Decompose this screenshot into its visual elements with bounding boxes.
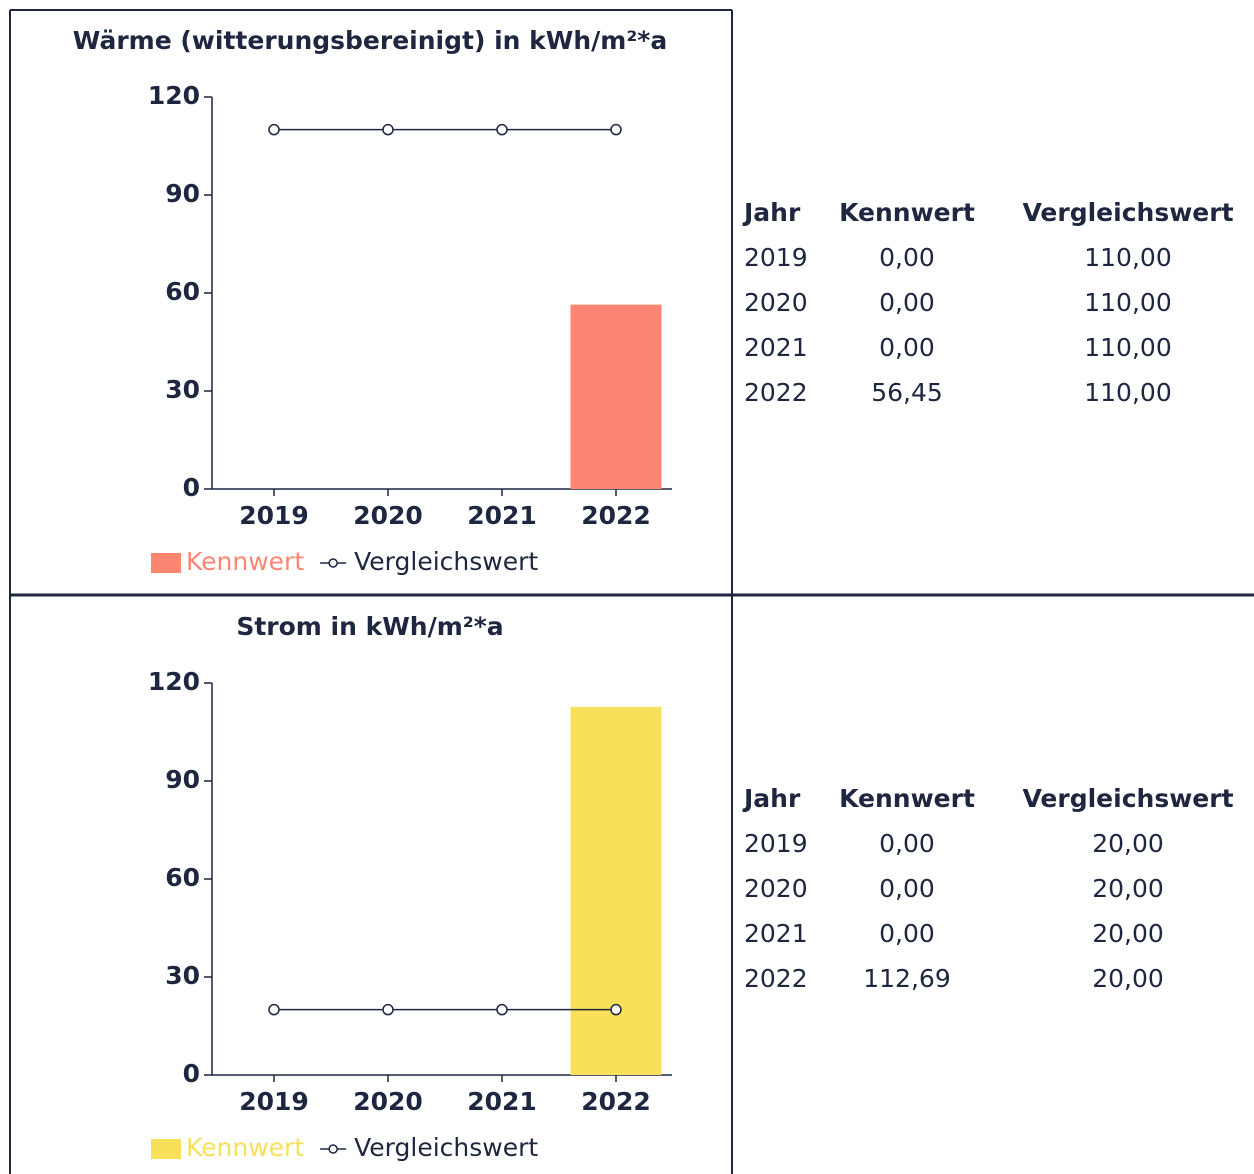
table-cell: 2019 xyxy=(744,829,808,858)
table-cell: 0,00 xyxy=(879,288,935,317)
table-cell: 2020 xyxy=(744,288,808,317)
table-cell: 0,00 xyxy=(879,874,935,903)
table-cell: 110,00 xyxy=(1084,243,1171,272)
x-tick-label: 2020 xyxy=(353,1087,423,1116)
line-marker xyxy=(268,1003,280,1016)
table-cell: 0,00 xyxy=(879,919,935,948)
bar xyxy=(570,706,662,1075)
legend-label: Vergleichswert xyxy=(354,1133,538,1162)
table-header: Jahr xyxy=(742,784,801,813)
table-cell: 0,00 xyxy=(879,333,935,362)
line-marker xyxy=(382,123,394,136)
y-tick-label: 90 xyxy=(165,179,200,208)
table-cell: 112,69 xyxy=(863,964,950,993)
table-cell: 56,45 xyxy=(871,378,943,407)
table-cell: 0,00 xyxy=(879,243,935,272)
line-marker xyxy=(610,123,622,136)
table-cell: 2021 xyxy=(744,919,808,948)
y-tick-label: 0 xyxy=(183,1059,200,1088)
x-tick-label: 2019 xyxy=(239,501,309,530)
x-tick-label: 2022 xyxy=(581,501,651,530)
table-cell: 2022 xyxy=(744,378,808,407)
chart-title: Strom in kWh/m²*a xyxy=(236,612,503,641)
y-tick-label: 120 xyxy=(148,667,200,696)
table-header: Vergleichswert xyxy=(1022,198,1233,227)
bar xyxy=(570,304,662,489)
table-cell: 20,00 xyxy=(1092,964,1164,993)
table-cell: 20,00 xyxy=(1092,919,1164,948)
legend-swatch xyxy=(151,553,181,573)
table-header: Vergleichswert xyxy=(1022,784,1233,813)
table-cell: 2022 xyxy=(744,964,808,993)
x-tick-label: 2022 xyxy=(581,1087,651,1116)
line-marker xyxy=(496,123,508,136)
legend-label: Kennwert xyxy=(186,1133,304,1162)
line-marker xyxy=(268,123,280,136)
x-tick-label: 2019 xyxy=(239,1087,309,1116)
legend-marker xyxy=(328,1144,338,1154)
y-tick-label: 30 xyxy=(165,375,200,404)
table-header: Jahr xyxy=(742,198,801,227)
y-tick-label: 60 xyxy=(165,863,200,892)
x-tick-label: 2021 xyxy=(467,501,537,530)
table-cell: 110,00 xyxy=(1084,378,1171,407)
legend-marker xyxy=(328,558,338,568)
table-header: Kennwert xyxy=(839,198,975,227)
table-cell: 110,00 xyxy=(1084,288,1171,317)
y-tick-label: 30 xyxy=(165,961,200,990)
line-marker xyxy=(382,1003,394,1016)
legend-label: Vergleichswert xyxy=(354,547,538,576)
table-cell: 110,00 xyxy=(1084,333,1171,362)
table-cell: 20,00 xyxy=(1092,874,1164,903)
table-header: Kennwert xyxy=(839,784,975,813)
table-cell: 0,00 xyxy=(879,829,935,858)
y-tick-label: 120 xyxy=(148,81,200,110)
table-cell: 20,00 xyxy=(1092,829,1164,858)
line-marker xyxy=(496,1003,508,1016)
table-cell: 2021 xyxy=(744,333,808,362)
y-tick-label: 90 xyxy=(165,765,200,794)
chart-title: Wärme (witterungsbereinigt) in kWh/m²*a xyxy=(73,26,667,55)
legend-label: Kennwert xyxy=(186,547,304,576)
table-cell: 2019 xyxy=(744,243,808,272)
legend-swatch xyxy=(151,1139,181,1159)
table-cell: 2020 xyxy=(744,874,808,903)
line-marker xyxy=(610,1003,622,1016)
y-tick-label: 0 xyxy=(183,473,200,502)
x-tick-label: 2021 xyxy=(467,1087,537,1116)
x-tick-label: 2020 xyxy=(353,501,423,530)
y-tick-label: 60 xyxy=(165,277,200,306)
